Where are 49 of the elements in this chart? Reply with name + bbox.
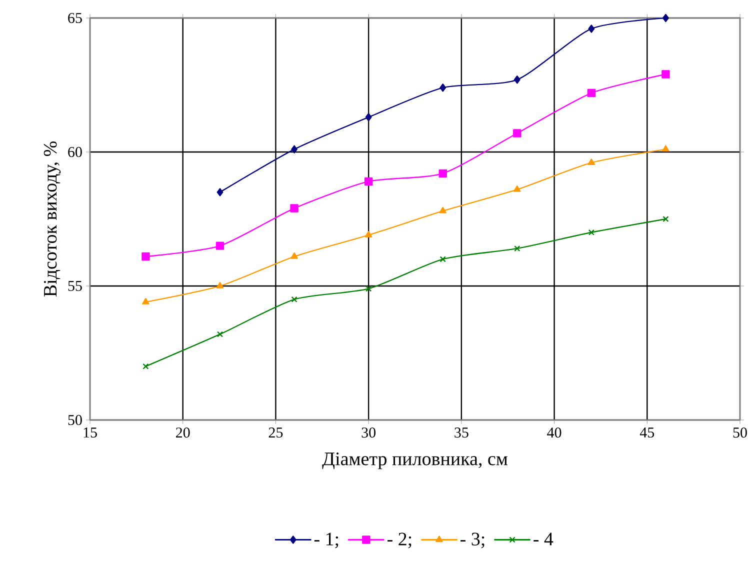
point xyxy=(365,113,372,122)
legend-label: - 1; xyxy=(314,532,338,548)
point xyxy=(216,331,224,338)
point xyxy=(662,14,669,22)
point xyxy=(587,88,596,98)
point xyxy=(662,145,670,152)
point xyxy=(142,363,149,370)
y-tick-label: 60 xyxy=(68,146,82,158)
point xyxy=(216,188,224,196)
point xyxy=(364,230,372,238)
point xyxy=(588,24,595,33)
point xyxy=(662,70,670,78)
x-tick-label: 50 xyxy=(733,428,747,438)
point xyxy=(291,296,298,302)
legend-label: - 3; xyxy=(460,532,484,548)
x-tick-label: 45 xyxy=(640,428,654,438)
y-tick-label: 65 xyxy=(68,12,82,24)
x-tick-label: 25 xyxy=(268,428,283,438)
point xyxy=(290,252,298,259)
point xyxy=(514,185,521,192)
point xyxy=(513,129,522,138)
point xyxy=(514,76,520,84)
point xyxy=(662,216,669,222)
point xyxy=(439,206,446,214)
point xyxy=(588,158,596,166)
x-tick-label: 20 xyxy=(176,428,190,438)
point xyxy=(440,84,446,92)
point xyxy=(290,204,298,212)
legend-label: - 4 xyxy=(534,532,554,546)
y-tick-label: 50 xyxy=(68,414,82,426)
point xyxy=(438,169,447,178)
point xyxy=(588,229,594,236)
legend-label: - 2; xyxy=(387,532,412,548)
point xyxy=(216,242,224,250)
point xyxy=(364,177,373,186)
x-tick-label: 15 xyxy=(84,428,97,438)
x-tick-label: 30 xyxy=(362,428,376,438)
point xyxy=(291,145,298,154)
x-tick-label: 35 xyxy=(454,428,468,438)
point xyxy=(142,298,150,304)
x-tick-label: 40 xyxy=(547,428,562,438)
y-tick-label: 55 xyxy=(68,281,82,291)
point xyxy=(440,256,446,262)
point xyxy=(216,282,224,288)
y-axis-title: Відсоток виходу, % xyxy=(44,142,61,297)
point xyxy=(142,252,150,261)
point xyxy=(514,245,520,252)
x-axis-title: Діаметр пиловника, см xyxy=(322,452,508,470)
point xyxy=(365,286,372,292)
